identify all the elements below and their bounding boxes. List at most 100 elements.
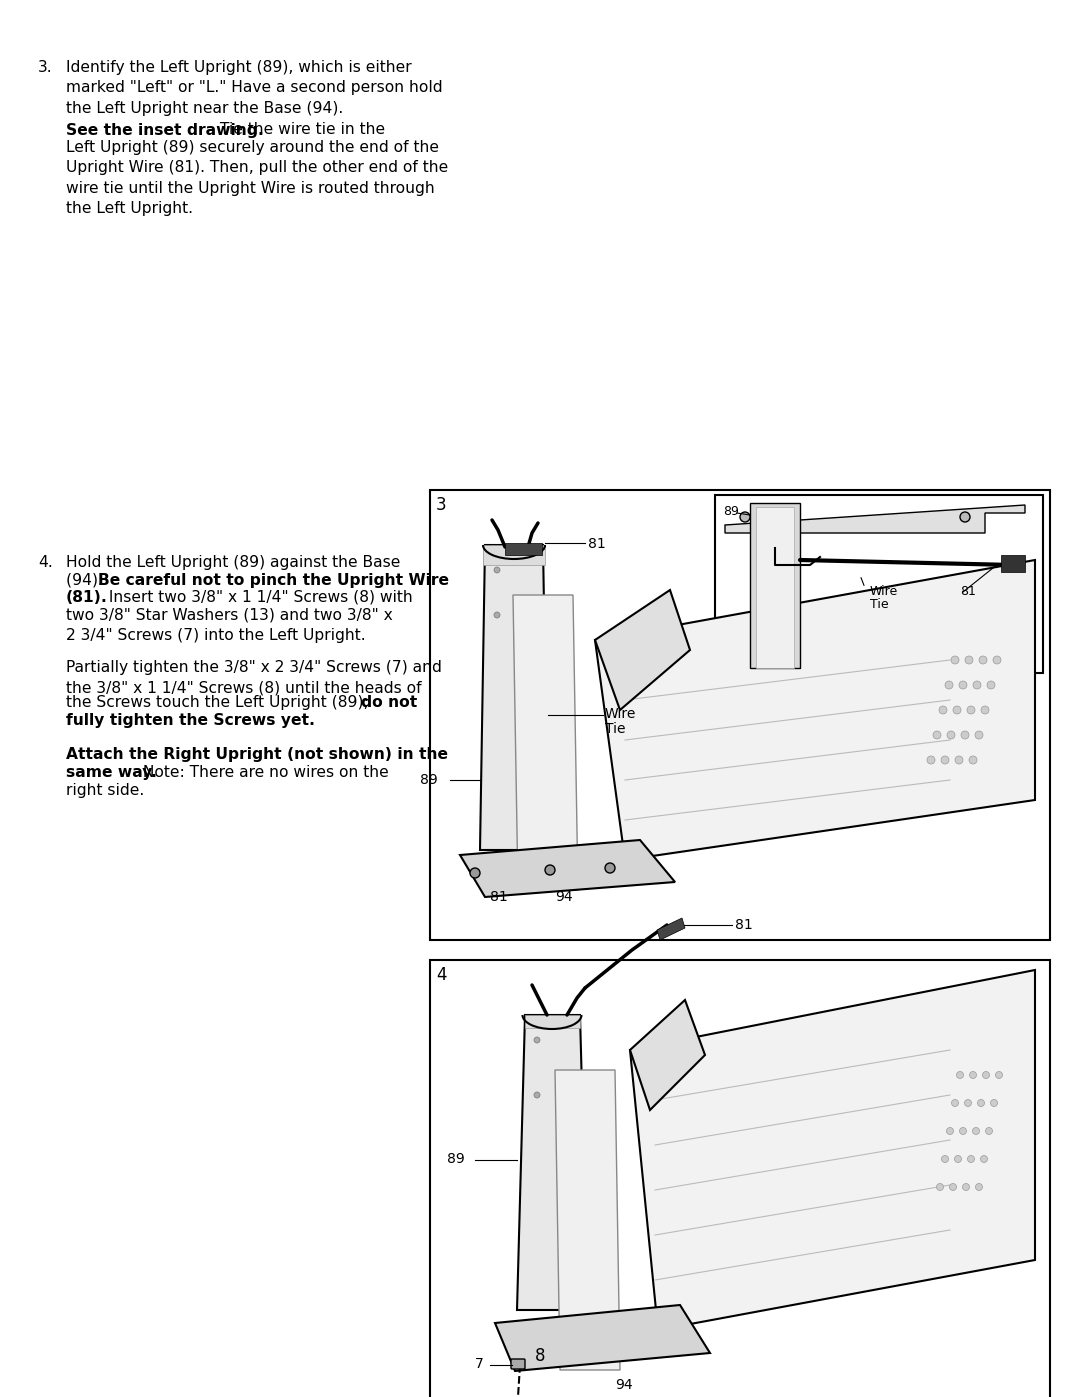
Text: Identify the Left Upright (89), which is either
marked "Left" or "L." Have a sec: Identify the Left Upright (89), which is…	[66, 60, 443, 116]
Text: 94: 94	[615, 1377, 633, 1391]
Circle shape	[947, 731, 955, 739]
Circle shape	[978, 657, 987, 664]
Circle shape	[945, 680, 953, 689]
Text: 8: 8	[535, 1347, 545, 1365]
Polygon shape	[460, 840, 675, 897]
Bar	[430, 490, 1050, 940]
Circle shape	[927, 756, 935, 764]
Circle shape	[962, 1183, 970, 1190]
Text: Wire: Wire	[605, 707, 636, 721]
Text: 3.: 3.	[38, 60, 53, 75]
Polygon shape	[505, 543, 542, 555]
Polygon shape	[750, 503, 800, 668]
Circle shape	[939, 705, 947, 714]
Circle shape	[966, 657, 973, 664]
Polygon shape	[555, 1070, 620, 1370]
Text: two 3/8" Star Washers (13) and two 3/8" x
2 3/4" Screws (7) into the Left Uprigh: two 3/8" Star Washers (13) and two 3/8" …	[66, 608, 393, 643]
Circle shape	[972, 1127, 980, 1134]
Polygon shape	[483, 545, 545, 564]
Text: Hold the Left Upright (89) against the Base: Hold the Left Upright (89) against the B…	[66, 555, 401, 570]
Text: 7: 7	[475, 1356, 484, 1370]
FancyBboxPatch shape	[511, 1359, 525, 1369]
Text: fully tighten the Screws yet.: fully tighten the Screws yet.	[66, 712, 315, 728]
Circle shape	[959, 1127, 967, 1134]
Circle shape	[933, 731, 941, 739]
Circle shape	[951, 657, 959, 664]
Circle shape	[969, 756, 977, 764]
Text: 3: 3	[436, 496, 447, 514]
Circle shape	[953, 705, 961, 714]
Circle shape	[470, 868, 480, 877]
Circle shape	[986, 1127, 993, 1134]
Circle shape	[987, 680, 995, 689]
Circle shape	[951, 1099, 959, 1106]
Text: 4.: 4.	[38, 555, 53, 570]
Polygon shape	[517, 1016, 588, 1310]
Circle shape	[968, 1155, 974, 1162]
Circle shape	[960, 511, 970, 522]
Polygon shape	[1001, 555, 1025, 571]
Text: 89: 89	[723, 504, 739, 518]
Polygon shape	[595, 590, 690, 710]
Text: Tie the wire tie in the: Tie the wire tie in the	[215, 123, 386, 137]
Circle shape	[534, 1037, 540, 1044]
Circle shape	[957, 1071, 963, 1078]
Circle shape	[990, 1099, 998, 1106]
Circle shape	[946, 1127, 954, 1134]
Text: Insert two 3/8" x 1 1/4" Screws (8) with: Insert two 3/8" x 1 1/4" Screws (8) with	[104, 590, 413, 605]
Circle shape	[740, 511, 750, 522]
Polygon shape	[756, 507, 794, 668]
Text: (81).: (81).	[66, 590, 108, 605]
Polygon shape	[525, 1016, 580, 1028]
Circle shape	[975, 1183, 983, 1190]
Text: 81: 81	[490, 890, 508, 904]
Text: the Screws touch the Left Upright (89);: the Screws touch the Left Upright (89);	[66, 694, 374, 710]
Circle shape	[961, 731, 969, 739]
Text: 81: 81	[588, 536, 606, 550]
Circle shape	[996, 1071, 1002, 1078]
Text: 89: 89	[420, 773, 437, 787]
Circle shape	[494, 567, 500, 573]
Text: Partially tighten the 3/8" x 2 3/4" Screws (7) and
the 3/8" x 1 1/4" Screws (8) : Partially tighten the 3/8" x 2 3/4" Scre…	[66, 659, 442, 696]
Text: Note: There are no wires on the: Note: There are no wires on the	[138, 766, 389, 780]
Bar	[430, 960, 1050, 1397]
Circle shape	[534, 1092, 540, 1098]
Text: Attach the Right Upright (not shown) in the: Attach the Right Upright (not shown) in …	[66, 747, 448, 763]
Circle shape	[975, 731, 983, 739]
Text: 94: 94	[555, 890, 572, 904]
Text: do not: do not	[361, 694, 417, 710]
Circle shape	[955, 756, 963, 764]
Polygon shape	[657, 918, 685, 940]
Polygon shape	[630, 1000, 705, 1111]
Circle shape	[494, 612, 500, 617]
Circle shape	[981, 1155, 987, 1162]
Circle shape	[936, 1183, 944, 1190]
Text: same way.: same way.	[66, 766, 157, 780]
Text: 4: 4	[436, 965, 446, 983]
Circle shape	[973, 680, 981, 689]
Circle shape	[605, 863, 615, 873]
Text: 81: 81	[960, 585, 976, 598]
Polygon shape	[513, 595, 578, 890]
Text: Wire: Wire	[870, 585, 899, 598]
Polygon shape	[495, 1305, 710, 1370]
Circle shape	[981, 705, 989, 714]
Text: 89: 89	[447, 1153, 464, 1166]
Circle shape	[967, 705, 975, 714]
Circle shape	[942, 1155, 948, 1162]
Text: (94).: (94).	[66, 573, 108, 588]
Polygon shape	[630, 970, 1035, 1330]
Text: Left Upright (89) securely around the end of the
Upright Wire (81). Then, pull t: Left Upright (89) securely around the en…	[66, 140, 448, 217]
Circle shape	[941, 756, 949, 764]
Text: Tie: Tie	[605, 722, 625, 736]
Text: See the inset drawing.: See the inset drawing.	[66, 123, 264, 137]
Polygon shape	[725, 504, 1025, 534]
Circle shape	[545, 865, 555, 875]
Circle shape	[970, 1071, 976, 1078]
Polygon shape	[480, 545, 548, 849]
Circle shape	[955, 1155, 961, 1162]
Circle shape	[959, 680, 967, 689]
Circle shape	[964, 1099, 972, 1106]
Circle shape	[993, 657, 1001, 664]
Circle shape	[977, 1099, 985, 1106]
